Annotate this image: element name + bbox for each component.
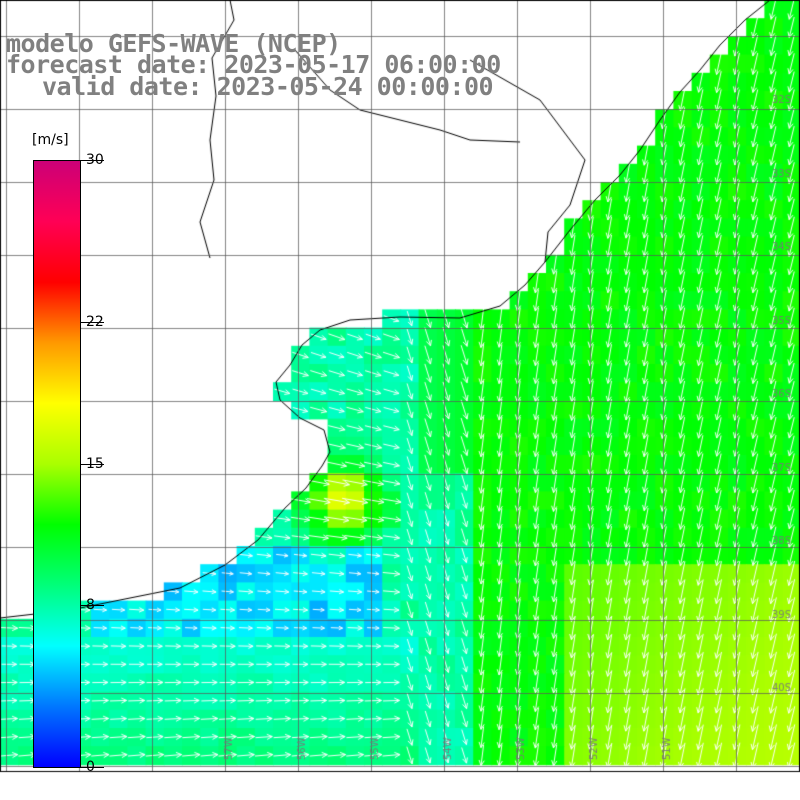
model-title: modelo GEFS-WAVE (NCEP)	[6, 29, 341, 58]
colorbar	[33, 160, 81, 768]
forecast-date: forecast date: 2023-05-17 06:00:00	[6, 50, 501, 79]
colorbar-tick-mark	[80, 767, 104, 768]
colorbar-tick-mark	[80, 605, 104, 607]
valid-date: valid date: 2023-05-24 00:00:00	[42, 72, 494, 101]
colorbar-unit: [m/s]	[32, 132, 69, 148]
colorbar-tick-mark	[80, 160, 104, 161]
colorbar-tick-mark	[80, 321, 104, 323]
colorbar-tick-mark	[80, 463, 104, 465]
